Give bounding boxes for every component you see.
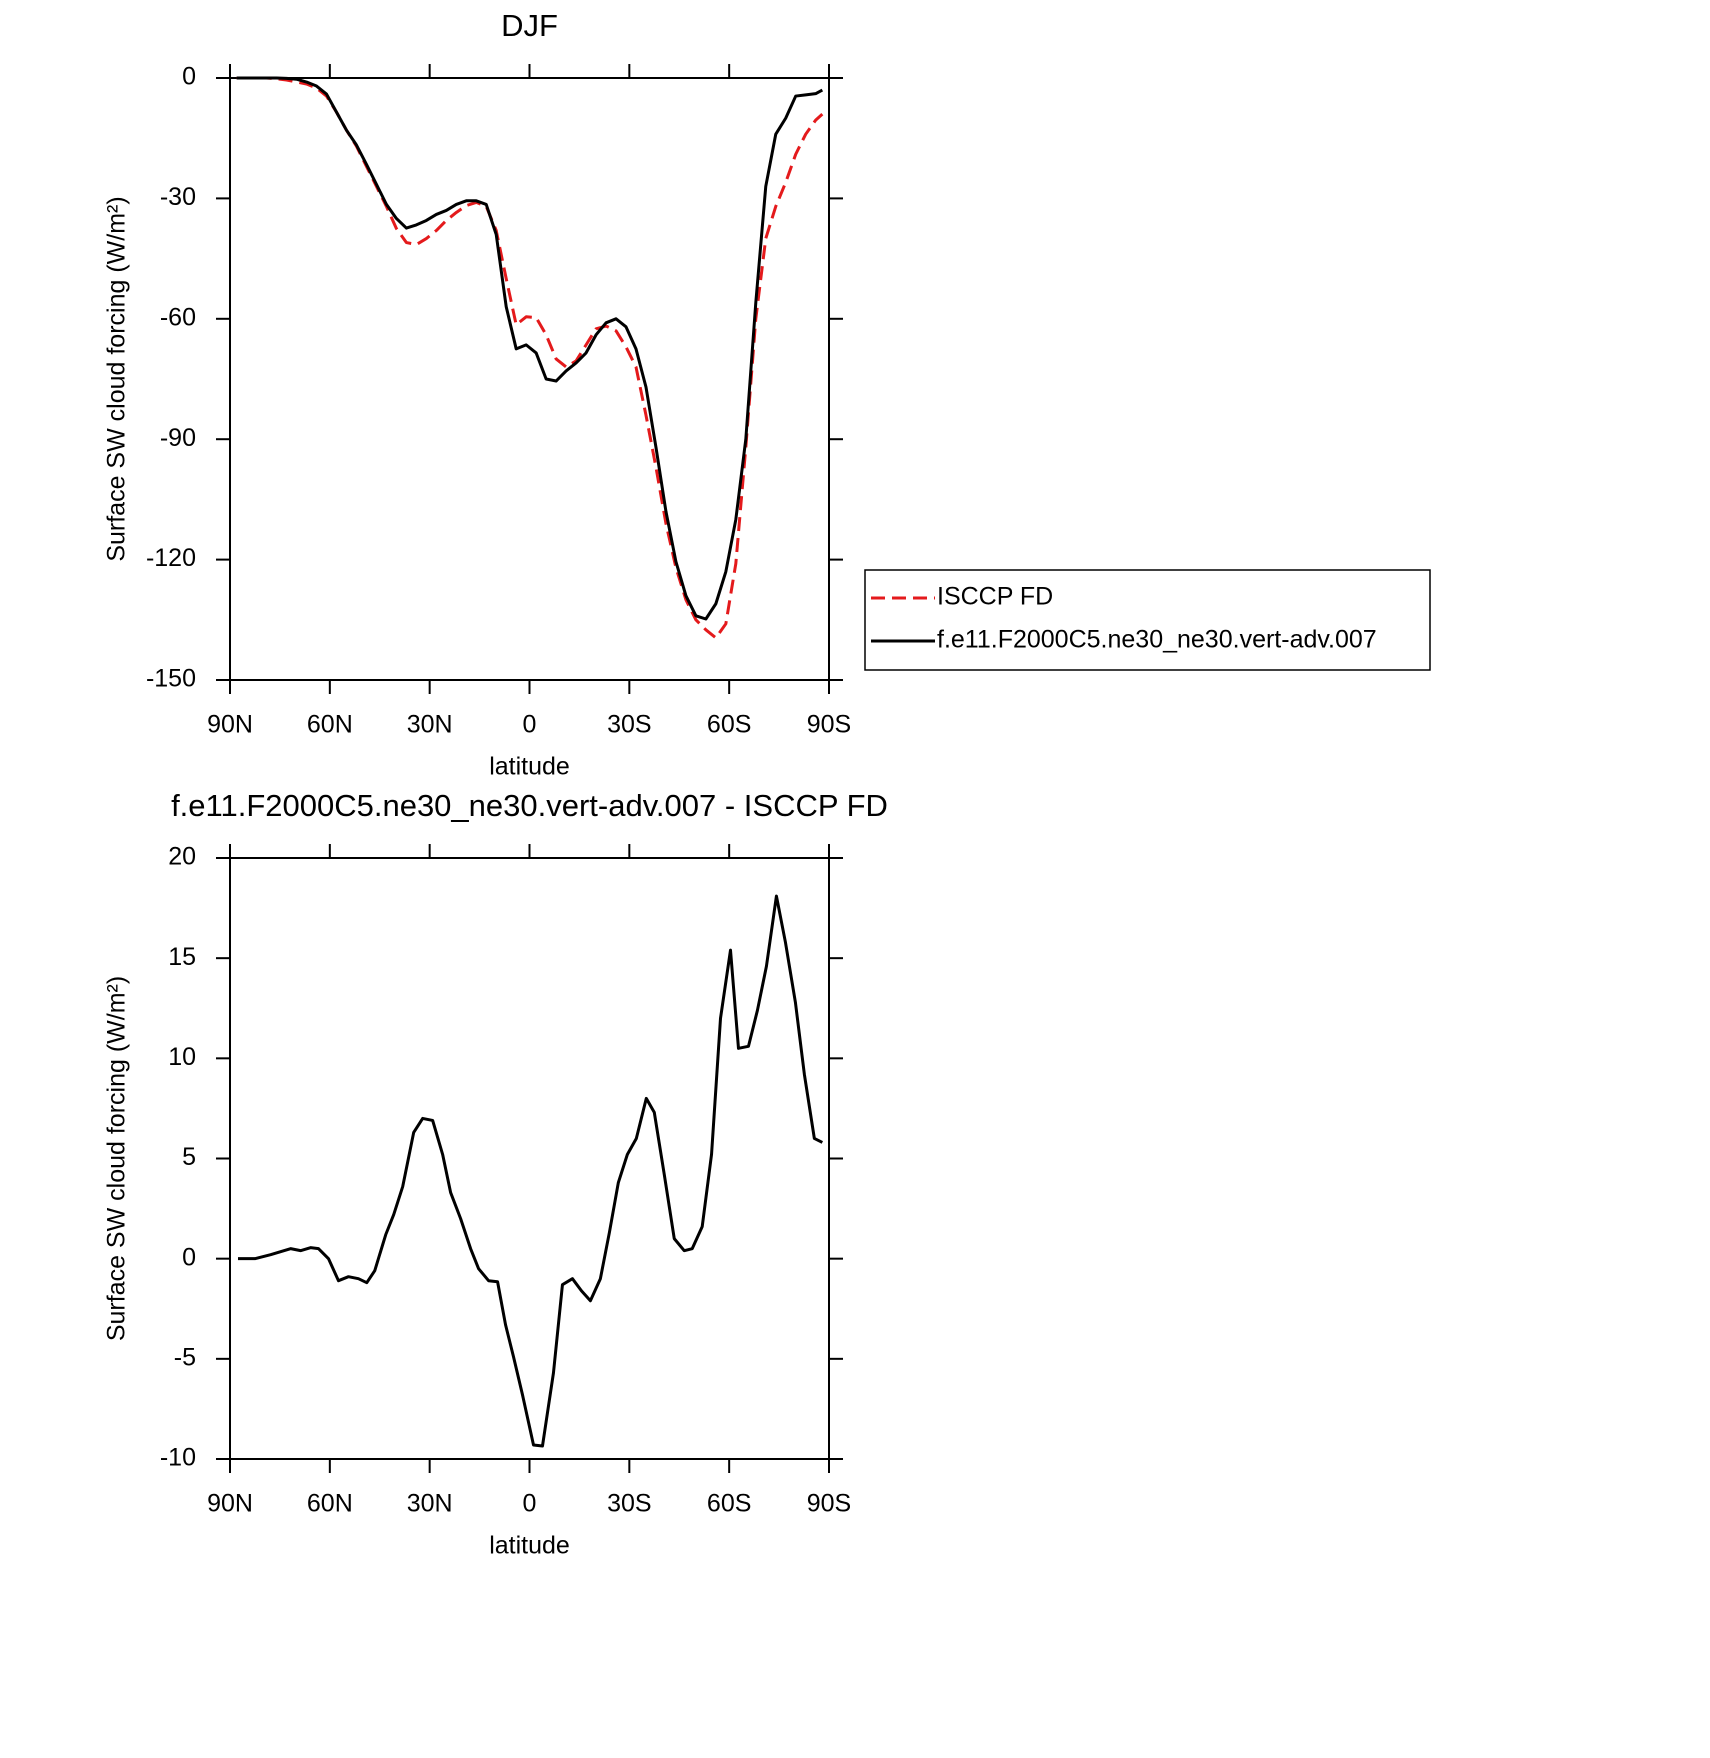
x-tick-label: 90S bbox=[807, 711, 851, 739]
y-axis-label: Surface SW cloud forcing (W/m²) bbox=[103, 196, 131, 561]
chart-title: f.e11.F2000C5.ne30_ne30.vert-adv.007 - I… bbox=[171, 788, 888, 823]
y-tick-label: 5 bbox=[182, 1143, 196, 1171]
x-tick-label: 30S bbox=[607, 1490, 651, 1518]
legend-label: f.e11.F2000C5.ne30_ne30.vert-adv.007 bbox=[937, 626, 1377, 654]
x-axis-label: latitude bbox=[489, 1532, 570, 1560]
y-axis-label: Surface SW cloud forcing (W/m²) bbox=[103, 976, 131, 1341]
y-tick-label: -5 bbox=[174, 1343, 196, 1371]
x-tick-label: 30N bbox=[407, 1490, 453, 1518]
y-tick-label: -120 bbox=[146, 544, 196, 572]
data-line bbox=[236, 76, 824, 640]
chart-title: DJF bbox=[501, 8, 558, 43]
legend: ISCCP FD f.e11.F2000C5.ne30_ne30.vert-adv… bbox=[864, 569, 1431, 671]
y-tick-label: -60 bbox=[160, 303, 196, 331]
x-tick-label: 90N bbox=[207, 1490, 253, 1518]
x-tick-label: 0 bbox=[523, 711, 537, 739]
y-tick-label: 20 bbox=[168, 843, 196, 871]
legend-box bbox=[864, 569, 1431, 671]
y-tick-label: 0 bbox=[182, 63, 196, 91]
y-tick-label: 0 bbox=[182, 1243, 196, 1271]
x-tick-label: 90S bbox=[807, 1490, 851, 1518]
legend-label: ISCCP FD bbox=[937, 583, 1053, 611]
y-tick-label: -30 bbox=[160, 183, 196, 211]
plot-frame bbox=[229, 77, 830, 681]
x-tick-label: 0 bbox=[523, 1490, 537, 1518]
data-line bbox=[236, 76, 824, 621]
x-tick-label: 60N bbox=[307, 711, 353, 739]
x-tick-label: 90N bbox=[207, 711, 253, 739]
x-tick-label: 30S bbox=[607, 711, 651, 739]
y-tick-label: -10 bbox=[160, 1444, 196, 1472]
y-tick-label: -90 bbox=[160, 424, 196, 452]
x-tick-label: 30N bbox=[407, 711, 453, 739]
x-axis-label: latitude bbox=[489, 753, 570, 781]
plot-frame bbox=[229, 857, 830, 1460]
x-tick-label: 60S bbox=[707, 1490, 751, 1518]
x-tick-label: 60S bbox=[707, 711, 751, 739]
y-tick-label: 10 bbox=[168, 1043, 196, 1071]
y-tick-label: 15 bbox=[168, 943, 196, 971]
x-tick-label: 60N bbox=[307, 1490, 353, 1518]
data-line bbox=[237, 894, 824, 1448]
y-tick-label: -150 bbox=[146, 665, 196, 693]
